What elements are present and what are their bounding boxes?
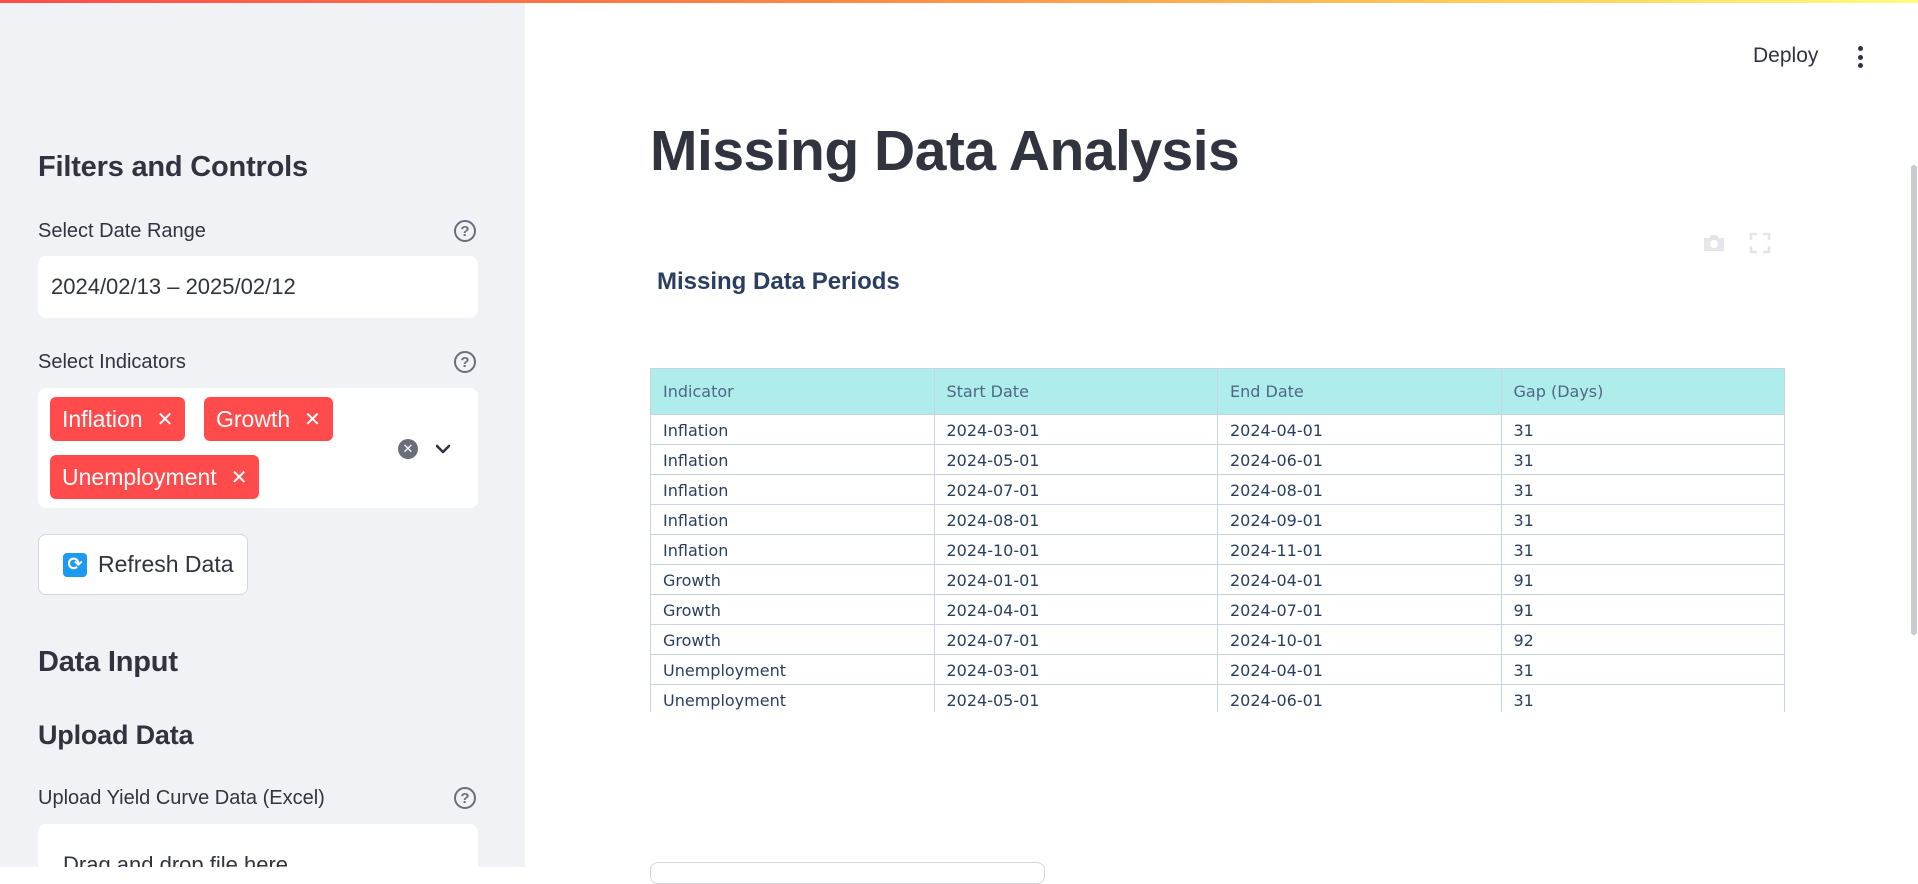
file-dropzone[interactable]: Drag and drop file here	[38, 824, 478, 867]
figure-title: Missing Data Periods	[657, 268, 900, 295]
column-header: Gap (Days)	[1500, 368, 1785, 415]
refresh-data-button[interactable]: ⟳ Refresh Data	[38, 534, 248, 595]
indicator-tag-inflation: Inflation ✕	[50, 397, 186, 441]
table-cell: 2024-04-01	[933, 594, 1218, 625]
camera-icon[interactable]	[1701, 232, 1727, 254]
indicators-label: Select Indicators	[38, 350, 186, 373]
main-content: Deploy Missing Data Analysis Missing Dat…	[525, 0, 1918, 884]
data-input-heading: Data Input	[38, 646, 178, 678]
table-cell: Growth	[650, 564, 935, 595]
table-cell: Unemployment	[650, 684, 935, 712]
table-cell: 91	[1500, 564, 1785, 595]
table-cell: Inflation	[650, 414, 935, 445]
refresh-icon: ⟳	[63, 552, 87, 577]
tag-label: Unemployment	[62, 463, 217, 490]
table-cell: 2024-05-01	[933, 684, 1218, 712]
table-cell: Inflation	[650, 504, 935, 535]
dropzone-text: Drag and drop file here	[63, 852, 289, 867]
date-range-input[interactable]: 2024/02/13 – 2025/02/12	[38, 256, 478, 318]
table-cell: 2024-04-01	[1217, 654, 1502, 685]
table-cell: 91	[1500, 594, 1785, 625]
indicators-multiselect[interactable]: Inflation ✕ Growth ✕ Unemployment ✕ ✕	[38, 388, 478, 508]
table-row: Inflation 2024-03-01 2024-04-01 31	[650, 414, 1785, 445]
tag-label: Growth	[216, 405, 291, 432]
sidebar: Filters and Controls Select Date Range ?…	[0, 0, 525, 867]
next-widget	[650, 862, 1045, 884]
refresh-button-label: Refresh Data	[98, 551, 234, 577]
table-cell: 2024-10-01	[933, 534, 1218, 565]
table-row: Unemployment 2024-05-01 2024-06-01 31	[650, 684, 1785, 712]
table-cell: Growth	[650, 594, 935, 625]
help-icon[interactable]: ?	[454, 220, 476, 242]
column-header: End Date	[1217, 368, 1502, 415]
table-cell: 31	[1500, 654, 1785, 685]
table-cell: 31	[1500, 414, 1785, 445]
indicator-tag-growth: Growth ✕	[204, 397, 333, 441]
table-cell: Growth	[650, 624, 935, 655]
table-cell: 31	[1500, 684, 1785, 712]
table-cell: 2024-08-01	[1217, 474, 1502, 505]
table-cell: 2024-10-01	[1217, 624, 1502, 655]
table-row: Unemployment 2024-03-01 2024-04-01 31	[650, 654, 1785, 685]
upload-label: Upload Yield Curve Data (Excel)	[38, 786, 325, 809]
indicator-tag-unemployment: Unemployment ✕	[50, 455, 260, 499]
filters-heading: Filters and Controls	[38, 151, 308, 183]
help-icon[interactable]: ?	[454, 351, 476, 373]
table-cell: 31	[1500, 444, 1785, 475]
table-row: Inflation 2024-05-01 2024-06-01 31	[650, 444, 1785, 475]
table-cell: 2024-07-01	[1217, 594, 1502, 625]
page-title: Missing Data Analysis	[650, 119, 1240, 183]
table-cell: 2024-08-01	[933, 504, 1218, 535]
table-cell: Unemployment	[650, 654, 935, 685]
table-cell: 2024-06-01	[1217, 444, 1502, 475]
table-row: Growth 2024-04-01 2024-07-01 91	[650, 594, 1785, 625]
table-cell: 2024-05-01	[933, 444, 1218, 475]
table-cell: 2024-04-01	[1217, 564, 1502, 595]
table-cell: Inflation	[650, 534, 935, 565]
table-row: Inflation 2024-07-01 2024-08-01 31	[650, 474, 1785, 505]
table-row: Inflation 2024-10-01 2024-11-01 31	[650, 534, 1785, 565]
table-cell: 31	[1500, 474, 1785, 505]
table-cell: Inflation	[650, 444, 935, 475]
table-cell: 31	[1500, 504, 1785, 535]
table-cell: Inflation	[650, 474, 935, 505]
table-cell: 2024-11-01	[1217, 534, 1502, 565]
kebab-menu-icon[interactable]	[1857, 46, 1863, 68]
upload-label-row: Upload Yield Curve Data (Excel) ?	[38, 785, 478, 811]
remove-tag-icon[interactable]: ✕	[304, 408, 321, 431]
remove-tag-icon[interactable]: ✕	[156, 408, 174, 431]
missing-data-table: Indicator Start Date End Date Gap (Days)…	[650, 368, 1785, 712]
table-cell: 92	[1500, 624, 1785, 655]
column-header: Indicator	[650, 368, 935, 415]
table-cell: 2024-06-01	[1217, 684, 1502, 712]
table-cell: 2024-03-01	[933, 414, 1218, 445]
clear-all-icon[interactable]: ✕	[398, 439, 418, 459]
table-header-row: Indicator Start Date End Date Gap (Days)	[650, 368, 1785, 415]
tag-label: Inflation	[62, 405, 143, 432]
table-cell: 31	[1500, 534, 1785, 565]
table-row: Inflation 2024-08-01 2024-09-01 31	[650, 504, 1785, 535]
remove-tag-icon[interactable]: ✕	[230, 466, 248, 489]
table-row: Growth 2024-07-01 2024-10-01 92	[650, 624, 1785, 655]
upload-data-heading: Upload Data	[38, 720, 194, 750]
deploy-button[interactable]: Deploy	[1753, 44, 1819, 67]
table-cell: 2024-07-01	[933, 474, 1218, 505]
table-cell: 2024-03-01	[933, 654, 1218, 685]
chevron-down-icon[interactable]	[432, 438, 454, 460]
table-row: Growth 2024-01-01 2024-04-01 91	[650, 564, 1785, 595]
fullscreen-icon[interactable]	[1749, 232, 1771, 254]
date-range-label: Select Date Range	[38, 219, 206, 242]
help-icon[interactable]: ?	[454, 787, 476, 809]
scrollbar[interactable]	[1911, 165, 1917, 635]
date-range-label-row: Select Date Range ?	[38, 218, 478, 244]
table-cell: 2024-01-01	[933, 564, 1218, 595]
indicators-label-row: Select Indicators ?	[38, 349, 478, 375]
top-decoration-bar	[0, 0, 1918, 3]
table-cell: 2024-09-01	[1217, 504, 1502, 535]
column-header: Start Date	[933, 368, 1218, 415]
table-cell: 2024-07-01	[933, 624, 1218, 655]
table-cell: 2024-04-01	[1217, 414, 1502, 445]
